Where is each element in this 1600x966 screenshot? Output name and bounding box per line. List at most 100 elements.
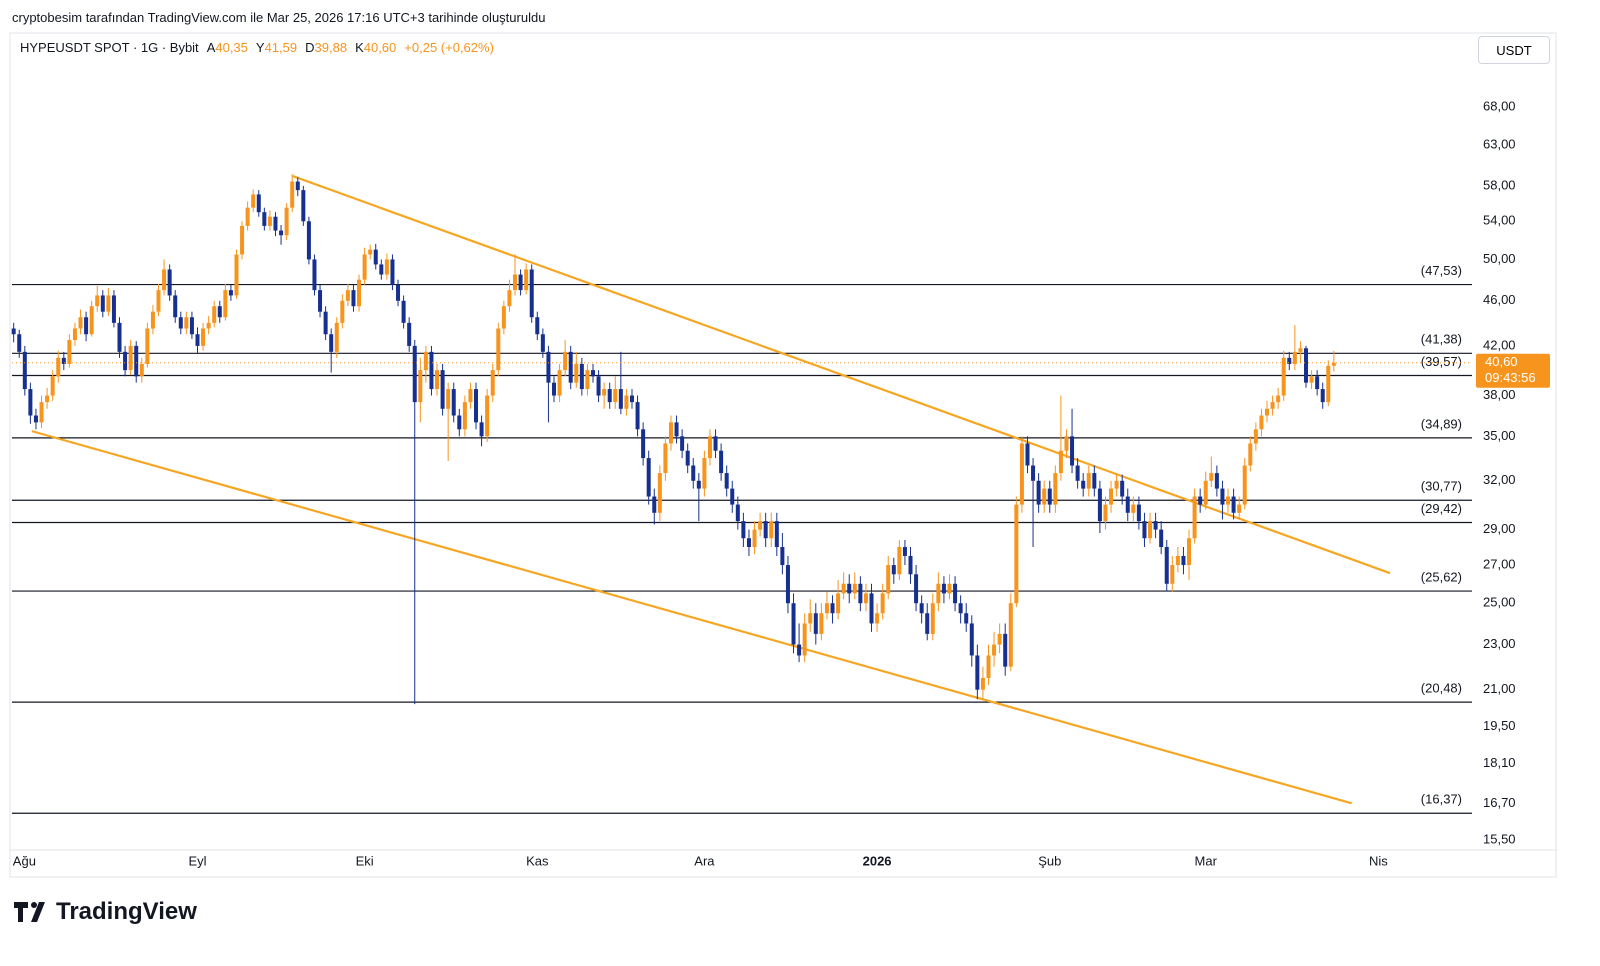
candle-body [969,623,974,656]
candle-body [869,593,874,624]
candle-body [1047,488,1052,505]
symbol: HYPEUSDT SPOT · 1G · Bybit [20,40,199,55]
candle-body [852,583,857,594]
candle-body [1220,488,1225,505]
candle-body [1014,504,1019,604]
candle-body [836,593,841,614]
y-tick-label: 21,00 [1483,681,1516,696]
candle-body [1315,376,1320,390]
candle-body [752,529,757,548]
y-tick-label: 18,10 [1483,755,1516,770]
candle-body [646,458,651,497]
candle-body [986,655,991,679]
ohlc-value: 41,59 [264,40,298,55]
candle-body [22,351,27,390]
candle-body [373,249,378,265]
candle-body [195,334,200,346]
candle-body [1331,362,1336,366]
candle-body [958,603,963,614]
candle-body [997,633,1002,645]
candle-body [668,422,673,444]
candle-body [28,389,33,416]
candle-body [496,328,501,371]
y-tick-label: 63,00 [1483,136,1516,151]
candle-body [1265,408,1270,416]
candle-body [663,443,668,474]
candle-body [713,436,718,451]
candle-body [167,269,172,296]
candle-body [89,306,94,335]
candle-body [596,376,601,396]
candle-body [858,583,863,604]
y-tick-label: 15,50 [1483,832,1516,847]
candle-body [802,623,807,656]
candle-body [891,565,896,575]
candle-body [418,370,423,403]
y-tick-label: 38,00 [1483,387,1516,402]
candle-body [412,345,417,403]
level-label: (30,77) [1421,479,1462,494]
caption: cryptobesim tarafından TradingView.com i… [12,10,546,25]
x-tick-label: Eyl [188,853,206,868]
candle-body [440,370,445,409]
candle-body [813,613,818,634]
candle-body [251,194,256,208]
candle-body [240,225,245,255]
candle-body [368,249,373,255]
candle-body [652,496,657,513]
candle-body [702,458,707,489]
candle-body [340,300,345,323]
candle-body [746,538,751,548]
level-label: (39,57) [1421,354,1462,369]
candle-body [953,583,958,604]
candle-body [178,317,183,329]
candle-body [345,290,350,301]
candle-body [351,290,356,307]
candle-body [579,363,584,390]
x-tick-label: Ağu [13,853,36,868]
y-tick-label: 32,00 [1483,472,1516,487]
level-label: (34,89) [1421,416,1462,431]
candle-body [145,328,150,364]
candle-body [11,328,16,335]
candle-body [217,306,222,318]
candle-body [318,290,323,312]
candle-body [95,295,100,307]
candle-body [847,583,852,594]
y-tick-label: 42,00 [1483,337,1516,352]
y-tick-label: 25,00 [1483,595,1516,610]
candle-body [1081,480,1086,489]
y-tick-label: 68,00 [1483,98,1516,113]
candle-body [50,376,55,396]
candle-body [880,593,885,614]
candle-body [39,402,44,423]
candle-body [128,345,133,371]
candle-body [1175,555,1180,566]
candle-body [1075,465,1080,481]
candle-body [674,422,679,437]
candle-body [474,389,479,423]
candle-body [707,436,712,459]
x-tick-label: 2026 [863,853,892,868]
candle-body [173,295,178,318]
level-label: (29,42) [1421,501,1462,516]
y-tick-label: 29,00 [1483,521,1516,536]
candle-body [769,521,774,539]
candle-body [1326,365,1331,403]
candle-body [1125,496,1130,513]
currency-button[interactable]: USDT [1478,36,1550,64]
candle-body [234,254,239,296]
candle-body [384,259,389,275]
candle-body [941,583,946,594]
candle-body [1036,480,1041,505]
logo-icon [14,902,45,922]
candle-body [1303,348,1309,383]
candle-body [379,264,384,275]
candle-body [724,473,729,489]
candle-body [780,547,785,566]
candle-body [635,402,640,430]
candle-body [930,603,935,634]
candle-body [1248,443,1253,466]
candle-body [256,194,261,213]
candle-body [1259,415,1264,430]
